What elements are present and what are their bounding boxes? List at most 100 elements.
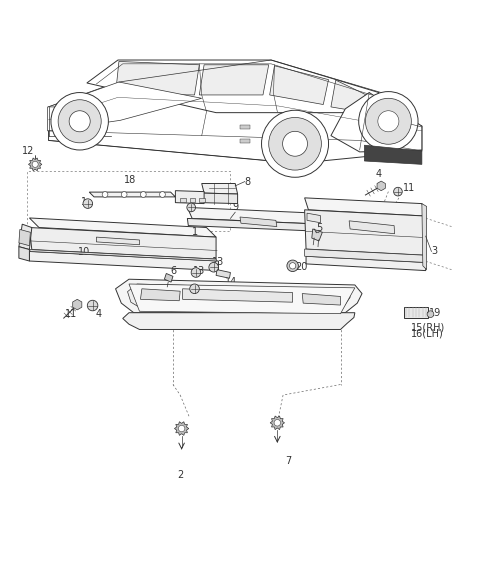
Circle shape xyxy=(394,187,402,196)
Circle shape xyxy=(287,260,299,272)
Text: 13: 13 xyxy=(193,266,205,276)
Circle shape xyxy=(191,268,201,277)
Polygon shape xyxy=(174,421,189,435)
Circle shape xyxy=(378,111,399,132)
Polygon shape xyxy=(48,82,202,131)
Polygon shape xyxy=(128,284,350,308)
Polygon shape xyxy=(29,228,216,259)
Circle shape xyxy=(51,93,108,150)
Polygon shape xyxy=(29,218,216,237)
Text: 16(LH): 16(LH) xyxy=(411,328,444,339)
Polygon shape xyxy=(199,65,269,95)
Text: 6: 6 xyxy=(170,266,176,276)
Text: 5: 5 xyxy=(316,223,322,233)
Text: 4: 4 xyxy=(376,169,382,179)
Polygon shape xyxy=(123,313,355,329)
Polygon shape xyxy=(87,60,379,112)
Polygon shape xyxy=(116,61,199,95)
Circle shape xyxy=(365,98,411,144)
Polygon shape xyxy=(96,237,140,245)
Circle shape xyxy=(427,311,434,318)
Polygon shape xyxy=(364,145,422,164)
Circle shape xyxy=(269,118,322,170)
Text: 9: 9 xyxy=(232,202,238,212)
Polygon shape xyxy=(312,229,323,241)
Polygon shape xyxy=(175,191,204,203)
Polygon shape xyxy=(331,80,365,112)
Polygon shape xyxy=(72,299,82,310)
Circle shape xyxy=(289,262,296,269)
Polygon shape xyxy=(48,107,81,131)
Circle shape xyxy=(87,300,98,311)
Polygon shape xyxy=(190,198,195,202)
Polygon shape xyxy=(29,249,217,261)
Polygon shape xyxy=(422,203,427,270)
Text: 19: 19 xyxy=(429,308,441,318)
Circle shape xyxy=(187,203,195,212)
Text: 1: 1 xyxy=(192,227,198,237)
Polygon shape xyxy=(182,289,293,302)
Polygon shape xyxy=(404,307,428,318)
Polygon shape xyxy=(349,221,395,234)
Polygon shape xyxy=(270,66,328,105)
Polygon shape xyxy=(28,158,42,171)
Text: 2: 2 xyxy=(177,470,183,481)
Polygon shape xyxy=(116,279,362,313)
Polygon shape xyxy=(331,93,422,152)
Polygon shape xyxy=(187,207,322,224)
Polygon shape xyxy=(202,193,238,203)
Text: 11: 11 xyxy=(403,183,415,193)
Polygon shape xyxy=(270,416,285,429)
Circle shape xyxy=(190,284,199,294)
Polygon shape xyxy=(305,210,426,255)
Polygon shape xyxy=(19,224,32,249)
Circle shape xyxy=(159,191,165,197)
Polygon shape xyxy=(129,284,355,314)
Text: 1: 1 xyxy=(82,198,87,207)
Polygon shape xyxy=(240,140,250,143)
Text: 8: 8 xyxy=(245,177,251,186)
Text: 7: 7 xyxy=(286,456,292,466)
Polygon shape xyxy=(302,294,340,305)
Circle shape xyxy=(274,420,281,426)
Polygon shape xyxy=(216,270,230,278)
Text: 18: 18 xyxy=(124,176,136,185)
Circle shape xyxy=(283,131,308,156)
Circle shape xyxy=(32,161,38,168)
Polygon shape xyxy=(305,249,426,262)
Polygon shape xyxy=(240,125,250,129)
Polygon shape xyxy=(187,219,323,231)
Circle shape xyxy=(69,111,90,132)
Polygon shape xyxy=(305,198,426,216)
Polygon shape xyxy=(306,256,426,270)
Circle shape xyxy=(83,199,93,208)
Polygon shape xyxy=(19,229,30,246)
Text: 3: 3 xyxy=(432,247,438,257)
Circle shape xyxy=(209,262,218,272)
Polygon shape xyxy=(202,183,238,194)
Polygon shape xyxy=(141,289,180,300)
Circle shape xyxy=(179,425,185,432)
Text: 20: 20 xyxy=(295,262,307,272)
Polygon shape xyxy=(307,213,321,223)
Text: 4: 4 xyxy=(96,309,102,319)
Circle shape xyxy=(141,191,146,197)
Circle shape xyxy=(359,91,418,151)
Polygon shape xyxy=(199,198,205,202)
Text: 15(RH): 15(RH) xyxy=(411,322,445,332)
Text: 10: 10 xyxy=(78,247,91,257)
Text: 17: 17 xyxy=(199,293,212,302)
Circle shape xyxy=(262,110,328,177)
Polygon shape xyxy=(89,192,175,197)
Polygon shape xyxy=(180,198,186,202)
Polygon shape xyxy=(29,252,218,270)
Polygon shape xyxy=(377,181,385,191)
Text: 12: 12 xyxy=(22,146,35,156)
Polygon shape xyxy=(48,82,422,164)
Circle shape xyxy=(121,191,127,197)
Polygon shape xyxy=(240,217,277,227)
Text: 14: 14 xyxy=(225,277,237,287)
Circle shape xyxy=(58,100,101,143)
Text: 11: 11 xyxy=(65,309,78,319)
Polygon shape xyxy=(19,247,29,261)
